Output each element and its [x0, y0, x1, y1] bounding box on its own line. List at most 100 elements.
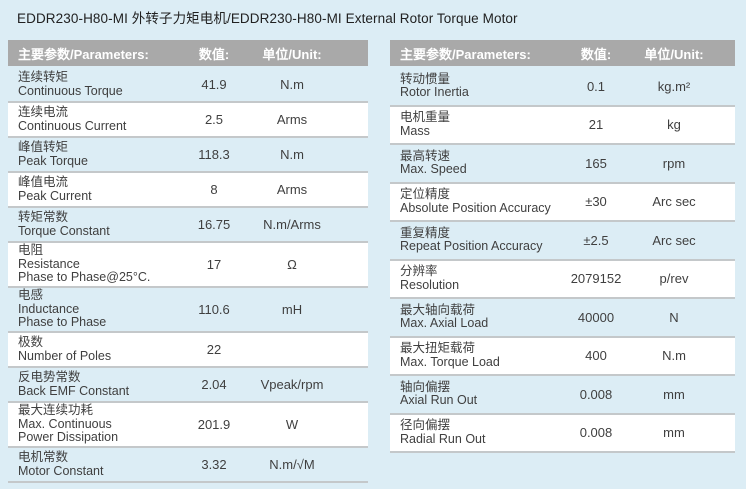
param-unit: W	[285, 417, 299, 432]
param-cell: 转矩常数 Torque Constant	[8, 210, 168, 238]
param-name-zh: 电阻	[18, 243, 44, 258]
param-cell: 最高转速 Max. Speed	[390, 149, 550, 177]
param-value: 400	[585, 348, 607, 364]
param-value: 16.75	[197, 217, 231, 232]
param-name-zh: 最大连续功耗	[18, 403, 94, 418]
table-row: 电阻 Resistance Phase to Phase@25°C. 17 Ω	[8, 243, 368, 288]
param-name-zh: 最大扭矩载荷	[400, 341, 476, 356]
param-unit: mm	[663, 425, 685, 441]
param-unit: mm	[663, 386, 685, 402]
param-name-en: Max. Speed	[400, 162, 467, 177]
param-name-zh: 最大轴向载荷	[400, 302, 476, 317]
param-name-en: Torque Constant	[18, 223, 110, 238]
param-cell: 电机常数 Motor Constant	[8, 450, 168, 478]
param-name-en: Number of Poles	[18, 348, 112, 363]
header-unit-label: 单位/Unit:	[644, 46, 704, 62]
table-row: 转矩常数 Torque Constant 16.75 N.m/Arms	[8, 208, 368, 243]
param-name-en: Motor Constant	[18, 463, 104, 478]
param-unit: N.m	[662, 348, 686, 364]
table-row: 径向偏摆 Radial Run Out 0.008 mm	[390, 414, 735, 453]
header-value-label: 数值:	[580, 46, 612, 62]
table-row: 连续转矩 Continuous Torque 41.9 N.m	[8, 68, 368, 103]
param-cell: 峰值转矩 Peak Torque	[8, 140, 168, 168]
param-unit: Arms	[276, 182, 308, 197]
param-cell: 轴向偏摆 Axial Run Out	[390, 379, 550, 408]
param-unit: kg.m²	[657, 78, 691, 94]
param-value: 201.9	[197, 417, 231, 432]
param-cell: 径向偏摆 Radial Run Out	[390, 419, 550, 446]
left-table-header: 主要参数/Parameters: 数值: 单位/Unit:	[8, 40, 368, 66]
param-cell: 反电势常数 Back EMF Constant	[8, 370, 168, 398]
table-row: 电机重量 Mass 21 kg	[390, 106, 735, 145]
param-cell: 最大连续功耗 Max. Continuous Power Dissipation	[8, 404, 168, 445]
param-cell: 最大扭矩载荷 Max. Torque Load	[390, 342, 550, 369]
param-name-zh: 反电势常数	[18, 370, 81, 384]
param-value: 40000	[577, 309, 615, 325]
table-row: 分辨率 Resolution 2079152 p/rev	[390, 260, 735, 299]
table-row: 峰值转矩 Peak Torque 118.3 N.m	[8, 138, 368, 173]
param-name-en: Radial Run Out	[400, 431, 486, 446]
param-value: 41.9	[201, 77, 227, 92]
param-unit: Arc sec	[652, 194, 696, 210]
table-row: 最高转速 Max. Speed 165 rpm	[390, 145, 735, 184]
param-cell: 最大轴向载荷 Max. Axial Load	[390, 302, 550, 331]
param-unit: mH	[281, 302, 303, 317]
param-value: 22	[206, 342, 222, 357]
param-cell: 分辨率 Resolution	[390, 265, 550, 292]
param-name-zh: 电机常数	[18, 450, 69, 464]
table-row: 最大轴向载荷 Max. Axial Load 40000 N	[390, 299, 735, 338]
param-value: 2079152	[570, 271, 622, 287]
param-name-zh: 连续转矩	[18, 70, 69, 84]
param-unit: N.m/Arms	[263, 217, 321, 232]
param-value: 21	[588, 117, 604, 133]
page-title: EDDR230-H80-MI 外转子力矩电机/EDDR230-H80-MI Ex…	[17, 11, 518, 26]
param-name-zh: 轴向偏摆	[400, 379, 451, 394]
table-row: 极数 Number of Poles 22	[8, 333, 368, 368]
param-value: 0.008	[579, 386, 613, 402]
param-name-en-line2: Phase to Phase@25°C.	[18, 270, 151, 285]
param-name-en: Peak Torque	[18, 153, 88, 168]
param-name-en: Max. Axial Load	[400, 316, 489, 331]
param-name-en: Inductance	[18, 301, 80, 316]
table-row: 最大扭矩载荷 Max. Torque Load 400 N.m	[390, 337, 735, 376]
header-value-label: 数值:	[198, 46, 230, 62]
param-name-en: Resolution	[400, 277, 460, 292]
param-name-en: Peak Current	[18, 188, 92, 203]
header-unit-label: 单位/Unit:	[262, 46, 322, 62]
param-name-zh: 转矩常数	[18, 210, 69, 224]
param-unit: p/rev	[659, 271, 689, 287]
table-row: 轴向偏摆 Axial Run Out 0.008 mm	[390, 376, 735, 415]
param-name-en: Back EMF Constant	[18, 383, 130, 398]
param-value: 0.008	[579, 425, 613, 441]
header-parameters-label: 主要参数/Parameters:	[400, 46, 531, 62]
right-table-body: 转动惯量 Rotor Inertia 0.1 kg.m² 电机重量 Mass 2…	[390, 68, 735, 453]
param-unit: N.m	[280, 77, 304, 92]
param-unit: rpm	[662, 155, 686, 171]
table-row: 转动惯量 Rotor Inertia 0.1 kg.m²	[390, 68, 735, 107]
param-cell: 转动惯量 Rotor Inertia	[390, 72, 550, 100]
param-cell: 电阻 Resistance Phase to Phase@25°C.	[8, 244, 168, 285]
param-name-zh: 峰值转矩	[18, 140, 69, 154]
left-table-body: 连续转矩 Continuous Torque 41.9 N.m 连续电流 Con…	[8, 68, 368, 483]
param-value: 2.04	[201, 377, 227, 392]
param-name-zh: 径向偏摆	[400, 418, 451, 433]
param-name-en-line2: Phase to Phase	[18, 315, 107, 330]
right-table-header: 主要参数/Parameters: 数值: 单位/Unit:	[390, 40, 735, 66]
param-name-en: Max. Continuous	[18, 416, 112, 431]
param-name-en: Continuous Current	[18, 118, 127, 133]
param-value: 2.5	[204, 112, 224, 127]
param-cell: 重复精度 Repeat Position Accuracy	[390, 226, 550, 254]
table-row: 电感 Inductance Phase to Phase 110.6 mH	[8, 288, 368, 333]
param-name-zh: 定位精度	[400, 187, 451, 202]
param-value: 165	[585, 155, 607, 171]
param-value: ±30	[585, 194, 607, 210]
param-value: 0.1	[586, 78, 606, 94]
table-row: 定位精度 Absolute Position Accuracy ±30 Arc …	[390, 183, 735, 222]
table-row: 峰值电流 Peak Current 8 Arms	[8, 173, 368, 208]
param-name-zh: 峰值电流	[18, 175, 69, 189]
param-name-en: Rotor Inertia	[400, 85, 469, 100]
param-unit: kg	[667, 117, 681, 133]
param-name-en: Absolute Position Accuracy	[400, 200, 551, 215]
param-value: 110.6	[198, 302, 230, 317]
